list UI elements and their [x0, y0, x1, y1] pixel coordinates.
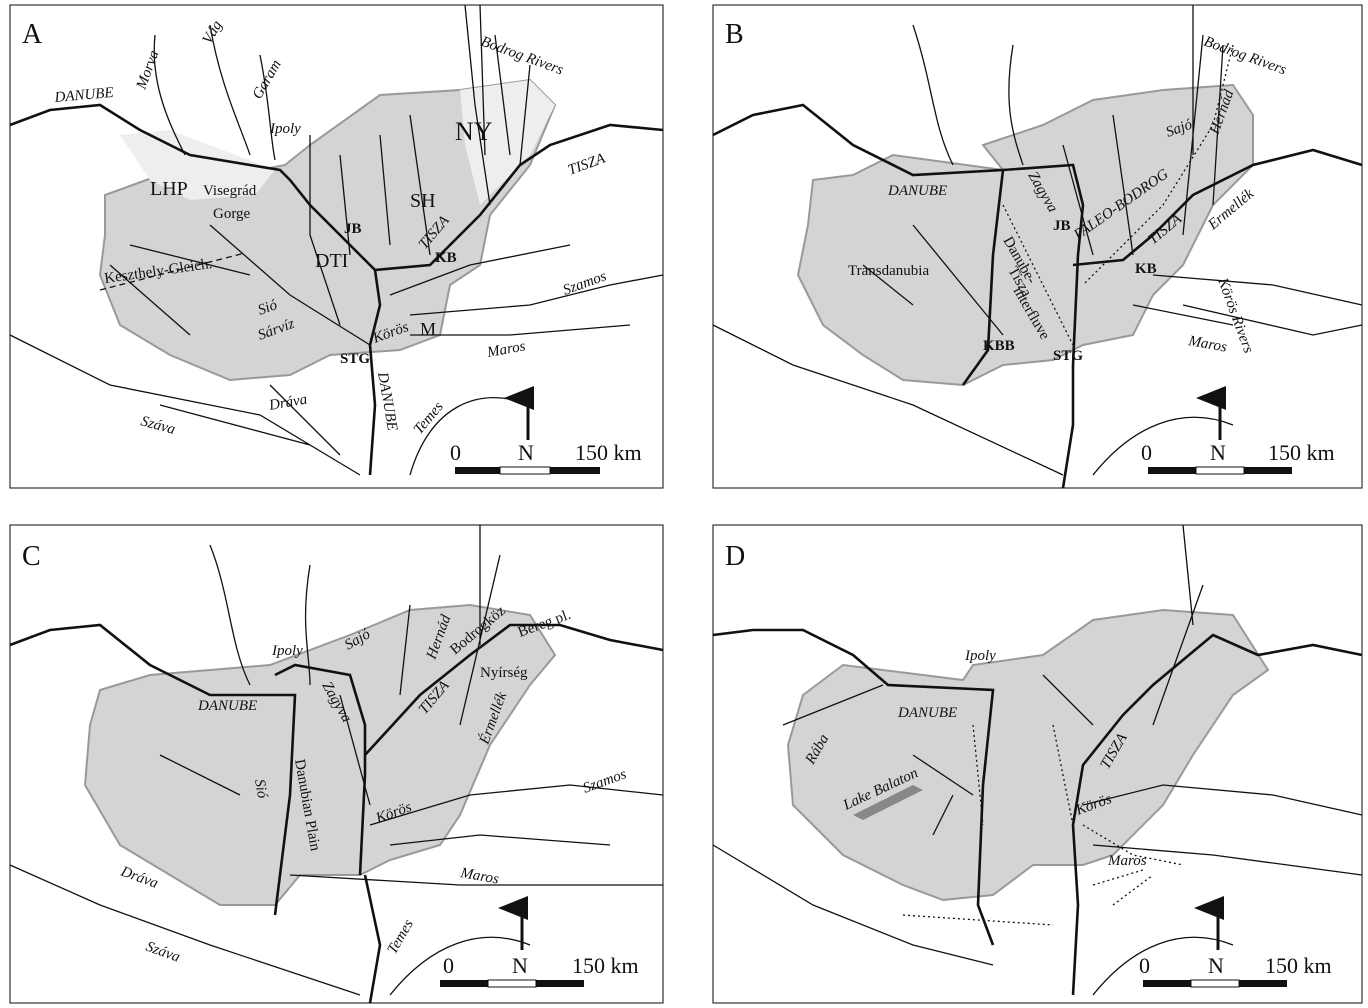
river-label: Sió	[251, 778, 270, 800]
area-label: KBB	[983, 338, 1015, 354]
area-label: LHP	[150, 178, 188, 200]
area-label: KB	[1135, 261, 1157, 277]
area-label: SH	[410, 190, 436, 212]
area-label: Nyírség	[480, 665, 528, 681]
scale-label: 0	[1141, 440, 1152, 465]
river-label: Dráva	[118, 863, 160, 891]
scale-label: 150 km	[1268, 440, 1335, 465]
place-label: Gorge	[213, 206, 251, 222]
north-label: N	[1210, 440, 1226, 465]
panel-label: A	[22, 19, 43, 50]
north-label: N	[518, 440, 534, 465]
basin	[788, 610, 1268, 900]
scale-bar: 0 N 150 km	[1139, 908, 1332, 987]
river-label: Maros	[1107, 853, 1147, 869]
river-label: Maros	[458, 865, 500, 888]
area-label: JB	[344, 221, 362, 237]
river-label: Ipoly	[964, 648, 996, 664]
river-label: Bodrog Rivers	[479, 34, 566, 79]
place-label: Visegrád	[203, 183, 257, 199]
panel-label: B	[725, 19, 744, 50]
area-label: KB	[435, 250, 457, 266]
area-label: Transdanubia	[848, 263, 929, 279]
river-label: Száva	[144, 939, 182, 966]
scale-bar: 0 N 150 km	[440, 908, 639, 987]
north-label: N	[512, 953, 528, 978]
scale-bar: 0 N 150 km	[450, 398, 642, 474]
panel-label: D	[725, 541, 745, 572]
river-label: DANUBE	[374, 370, 400, 432]
panel-b: B Bodrog Rivers Hernád Sajó PALEO-BODROG…	[713, 5, 1362, 488]
river-label: DANUBE	[897, 705, 957, 721]
basin	[85, 605, 555, 905]
area-label: STG	[1053, 348, 1083, 364]
panel-c: C Ipoly Sajó Hernád Bodrogköz Bereg pl. …	[10, 525, 663, 1003]
scale-label: 0	[1139, 953, 1150, 978]
river-label: DANUBE	[197, 698, 257, 714]
panel-label: C	[22, 541, 41, 572]
scale-label: 0	[443, 953, 454, 978]
area-label: M	[420, 319, 436, 339]
figure: A DANUBE Morva Vág Garam Bodrog Rivers I…	[0, 0, 1368, 1008]
river-label: Ipoly	[271, 643, 303, 659]
river-label: Bodrog Rivers	[1202, 34, 1289, 79]
area-label: JB	[1053, 218, 1071, 234]
area-label: STG	[340, 351, 370, 367]
river-label: DANUBE	[53, 85, 114, 106]
river-label: Száva	[139, 413, 177, 438]
river-label: Ipoly	[269, 121, 301, 137]
river-label: Vág	[200, 18, 226, 47]
river-label: Maros	[485, 338, 527, 361]
river-label: Temes	[385, 917, 417, 957]
area-label: Bereg pl.	[516, 607, 573, 641]
panel-a: A DANUBE Morva Vág Garam Bodrog Rivers I…	[10, 5, 663, 488]
river-label: Szamos	[581, 766, 629, 796]
panel-d: D Ipoly DANUBE Rába TISZA Lake Balaton K…	[713, 525, 1362, 1003]
scale-label: 150 km	[575, 440, 642, 465]
river-label: Garam	[250, 57, 285, 102]
north-label: N	[1208, 953, 1224, 978]
river-label: Dráva	[267, 392, 309, 415]
scale-bar: 0 N 150 km	[1141, 398, 1335, 474]
river-label: Szamos	[561, 268, 609, 298]
area-label: NY	[455, 117, 493, 146]
area-label: DTI	[315, 250, 348, 272]
scale-label: 150 km	[572, 953, 639, 978]
river-label: DANUBE	[887, 183, 947, 199]
river-label: TISZA	[566, 150, 608, 178]
river-label: Maros	[1186, 333, 1228, 356]
scale-label: 150 km	[1265, 953, 1332, 978]
scale-label: 0	[450, 440, 461, 465]
